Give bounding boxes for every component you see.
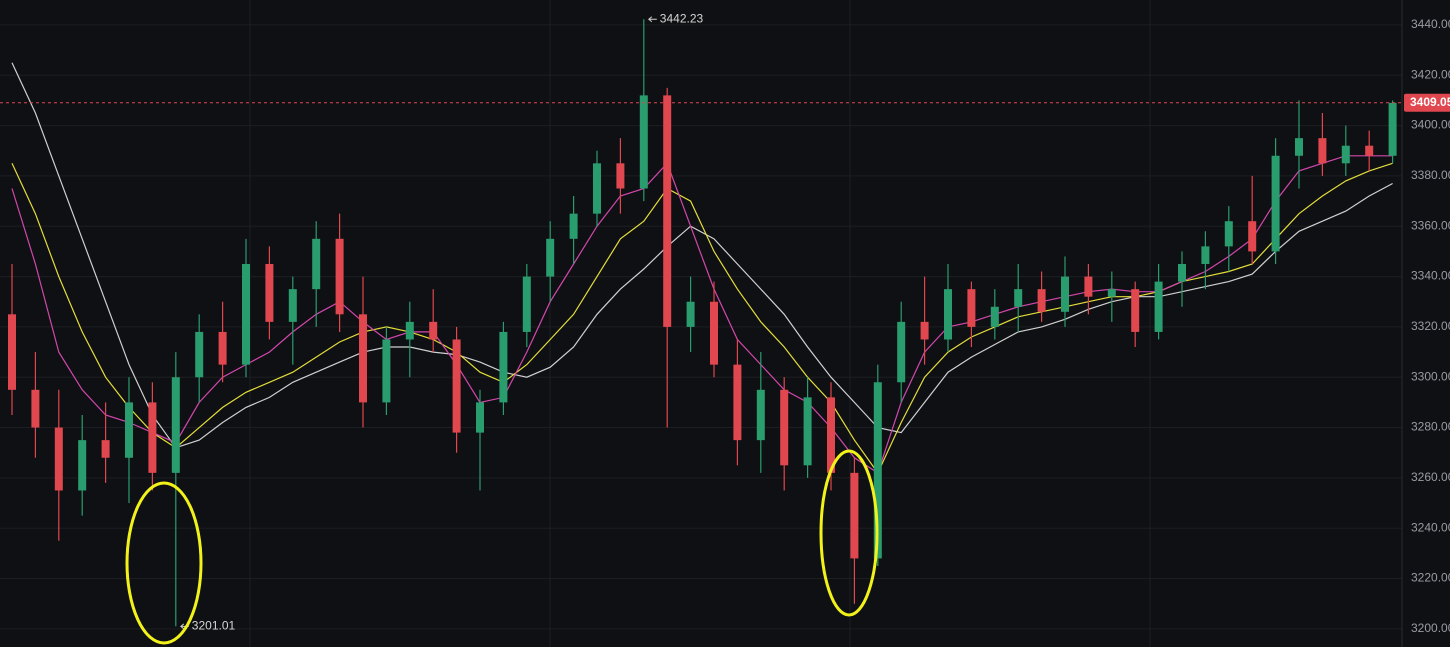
candle-body: [639, 95, 648, 189]
y-tick-label: 3420.00: [1411, 67, 1450, 81]
candle-body: [1341, 145, 1350, 164]
candle-body: [8, 314, 16, 390]
candle-body: [663, 95, 672, 327]
candle-body: [1224, 221, 1233, 247]
y-tick-label: 3440.00: [1411, 17, 1450, 31]
annotation-arrow: [648, 16, 657, 23]
candles: [8, 19, 1397, 627]
candle-body: [1037, 289, 1046, 312]
candle-body: [78, 440, 87, 491]
current-price-badge: [1404, 93, 1450, 112]
y-tick-label: 3240.00: [1411, 520, 1450, 534]
candle-body: [686, 301, 695, 327]
candle-body: [54, 427, 63, 491]
candle-body: [312, 238, 321, 290]
y-tick-label: 3360.00: [1411, 218, 1450, 232]
candle-body: [171, 377, 180, 473]
candle-body: [733, 364, 742, 441]
price-axis: 3200.00 3220.00 3240.00 3260.00 3280.00 3300.…: [1404, 17, 1450, 635]
candle-body: [1061, 276, 1069, 312]
candle-body: [476, 402, 484, 433]
candle-body: [1154, 281, 1163, 332]
candle-body: [452, 339, 461, 433]
candle-body: [756, 389, 765, 441]
y-tick-label: 3320.00: [1411, 319, 1450, 333]
candle-body: [522, 276, 531, 332]
candle-body: [1388, 102, 1397, 156]
y-tick-label: 3260.00: [1411, 470, 1450, 484]
candle-body: [1248, 221, 1257, 252]
candle-body: [359, 314, 367, 403]
candle-body: [1318, 138, 1327, 164]
highlight-ellipse: [819, 449, 879, 617]
candle-body: [850, 472, 859, 559]
y-tick-label: 3300.00: [1411, 369, 1450, 383]
candle-body: [944, 289, 952, 340]
candle-body: [31, 389, 40, 428]
overlay: 3442.23 3201.01: [0, 11, 1402, 633]
candle-body: [405, 321, 414, 340]
y-tick-label: 3280.00: [1411, 420, 1450, 434]
current-price-label: 3409.05: [1410, 95, 1450, 109]
candle-body: [265, 263, 274, 322]
annotation-label: 3442.23: [660, 11, 704, 25]
candle-body: [1295, 138, 1303, 156]
candle-body: [780, 389, 789, 466]
candle-body: [827, 397, 835, 473]
y-tick-label: 3340.00: [1411, 269, 1450, 283]
candle-body: [429, 321, 438, 340]
candle-body: [195, 331, 204, 378]
candle-body: [218, 331, 227, 365]
candle-body: [335, 238, 344, 315]
candle-body: [920, 321, 929, 340]
y-tick-label: 3220.00: [1411, 571, 1450, 585]
candle-body: [499, 331, 508, 403]
y-tick-label: 3200.00: [1411, 621, 1450, 635]
grid: [0, 24, 1402, 630]
candle-body: [1131, 289, 1140, 332]
y-tick-label: 3380.00: [1411, 168, 1450, 182]
candle-body: [382, 339, 391, 403]
candle-body: [546, 238, 555, 277]
candle-body: [616, 163, 625, 189]
candle-body: [148, 402, 157, 473]
candle-body: [569, 213, 578, 239]
candle-body: [288, 289, 297, 322]
candle-body: [125, 402, 133, 458]
candle-body: [1014, 289, 1023, 307]
candle-body: [710, 301, 718, 365]
candle-body: [803, 397, 812, 466]
candle-body: [1365, 145, 1374, 156]
highlight-ellipse: [125, 481, 203, 645]
y-tick-label: 3400.00: [1411, 118, 1450, 132]
candle-body: [873, 382, 882, 559]
candle-body: [593, 163, 601, 214]
candle-body: [1107, 289, 1116, 297]
candle-body: [1271, 155, 1280, 252]
candle-body: [990, 306, 999, 327]
candle-body: [1084, 276, 1093, 297]
candle-body: [1201, 246, 1210, 264]
candle-body: [242, 263, 250, 365]
candle-body: [101, 440, 110, 458]
candle-body: [967, 289, 976, 327]
candle-body: [897, 321, 906, 383]
annotation-label: 3201.01: [192, 619, 236, 633]
candle-body: [1178, 263, 1186, 282]
